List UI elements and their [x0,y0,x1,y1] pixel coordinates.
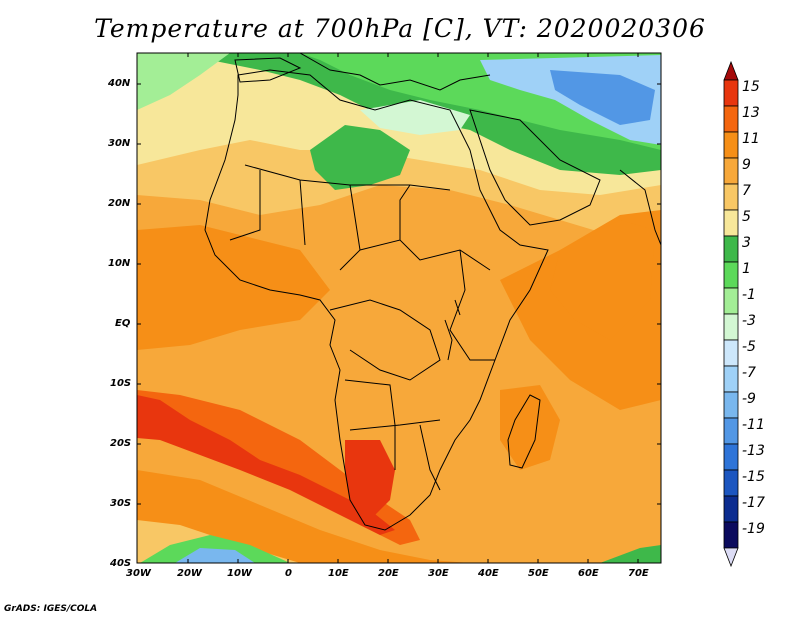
lat-label-10n: 10N [108,258,131,269]
madagascar-coastline [507,394,541,469]
map-frame [136,52,662,564]
colorbar-segment [723,443,739,471]
lat-label-40s: 40S [110,558,132,569]
colorbar-segment [723,391,739,419]
colorbar-label: -19 [742,521,765,537]
field-madagascar-orange [500,385,560,470]
lon-label-40e: 40E [478,568,499,579]
border-central [359,184,491,271]
grads-credit: GrADS: IGES/COLA [4,604,98,614]
border-east [449,249,495,361]
lat-label-eq: EQ [115,318,131,329]
lon-label-30e: 30E [428,568,449,579]
colorbar-segment [723,131,739,159]
lat-label-40n: 40N [108,78,131,89]
colorbar-segment [723,183,739,211]
arabia-coastline [469,109,601,226]
colorbar-label: -3 [742,313,756,329]
europe-coastline [299,53,491,91]
colorbar-label: -13 [742,443,765,459]
field-tropic-orange [137,225,330,350]
lat-label-10s: 10S [110,378,132,389]
iberia-coastline [234,57,302,83]
border-south [349,419,441,491]
colorbar-segment [723,79,739,107]
colorbar-label: -17 [742,495,765,511]
field-nw-green [137,53,230,110]
lat-ticks [137,83,661,505]
border-angola [344,379,396,426]
lat-label-20s: 20S [110,438,132,449]
lon-label-70e: 70E [628,568,649,579]
colorbar-label: -15 [742,469,765,485]
lakes-east [444,299,461,361]
india-coastline [619,169,661,246]
field-sahara-green [310,125,410,190]
colorbar-segment [723,261,739,289]
colorbar-bottom-arrow [723,547,739,568]
colorbar-segment [723,417,739,445]
colorbar-label: 7 [742,183,751,199]
field-indian-orange [550,220,655,340]
colorbar-segment [723,469,739,497]
colorbar-label: -1 [742,287,756,303]
map-title: Temperature at 700hPa [C], VT: 202002030… [94,14,706,43]
lon-label-20w: 20W [177,568,202,579]
colorbar-segment [723,313,739,341]
colorbar-label: -11 [742,417,765,433]
lat-label-30n: 30N [108,138,131,149]
colorbar-label: 13 [742,105,760,121]
coastlines [204,53,661,531]
colorbar-segment [723,235,739,263]
temperature-field [137,53,661,563]
colorbar-label: 5 [742,209,751,225]
colorbar-label: -5 [742,339,756,355]
lon-label-10e: 10E [328,568,349,579]
colorbar-label: -7 [742,365,756,381]
colorbar [723,60,739,568]
colorbar-label: 3 [742,235,751,251]
colorbar-segment [723,339,739,367]
border-congo [329,299,441,381]
colorbar-segment [723,365,739,393]
lon-label-60e: 60E [578,568,599,579]
colorbar-segment [723,209,739,237]
colorbar-segment [723,521,739,549]
colorbar-top-arrow [723,60,739,81]
colorbar-label: 1 [742,261,751,277]
field-middleeast-blue2 [550,70,655,125]
field-north-cyan [360,100,470,135]
lat-label-30s: 30S [110,498,132,509]
colorbar-label: 11 [742,131,760,147]
lon-label-50e: 50E [528,568,549,579]
lon-label-10w: 10W [227,568,252,579]
field-south-east-green [600,545,661,563]
field-south-atlantic-hot [137,395,395,535]
lat-label-20n: 20N [108,198,131,209]
lon-label-30w: 30W [126,568,151,579]
lon-label-0: 0 [285,568,292,579]
field-south-blue [175,548,255,563]
colorbar-segment [723,105,739,133]
colorbar-label: 9 [742,157,751,173]
colorbar-segment [723,157,739,185]
colorbar-segment [723,287,739,315]
colorbar-label: 15 [742,79,760,95]
field-southafrica-hot [345,440,395,520]
colorbar-segment [723,495,739,523]
colorbar-label: -9 [742,391,756,407]
lon-ticks [187,53,639,563]
africa-coastline [204,69,549,531]
lon-label-20e: 20E [378,568,399,579]
